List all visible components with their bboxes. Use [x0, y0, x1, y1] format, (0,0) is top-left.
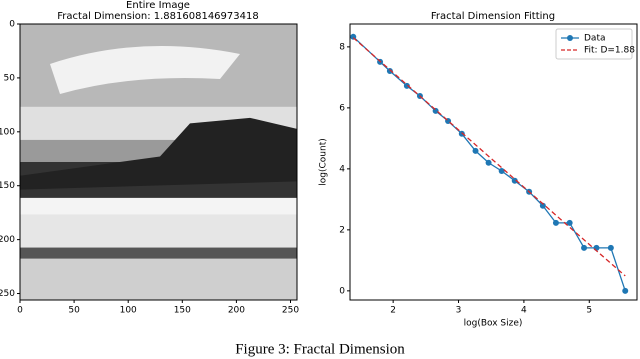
- data-point: [458, 130, 465, 137]
- image-region: [20, 247, 297, 260]
- image-region: [20, 197, 297, 215]
- x-tick-label: 3: [456, 306, 462, 316]
- x-tick-label: 2: [390, 306, 396, 316]
- y-tick-label: 0: [9, 20, 15, 30]
- data-point: [472, 147, 479, 154]
- data-point: [581, 244, 588, 251]
- x-tick-label: 0: [17, 306, 23, 316]
- legend-label: Fit: D=1.88: [584, 46, 635, 56]
- legend-label: Data: [584, 34, 606, 44]
- x-tick-label: 200: [228, 306, 245, 316]
- x-tick-label: 100: [120, 306, 137, 316]
- data-point: [552, 219, 559, 226]
- series-line: [352, 37, 626, 277]
- image-region: [20, 214, 297, 249]
- data-point: [622, 287, 629, 294]
- y-tick-label: 6: [339, 103, 345, 113]
- x-axis-label: log(Box Size): [464, 319, 523, 329]
- y-tick-label: 250: [0, 289, 15, 299]
- legend-box: [555, 28, 633, 60]
- plot-frame: [349, 23, 638, 301]
- x-tick-label: 250: [282, 306, 299, 316]
- data-point: [511, 177, 518, 184]
- data-point: [566, 219, 573, 226]
- y-tick-label: 4: [339, 164, 345, 174]
- y-tick-label: 200: [0, 235, 15, 245]
- x-tick-label: 150: [174, 306, 191, 316]
- data-point: [485, 159, 492, 166]
- y-tick-label: 0: [339, 286, 345, 296]
- image-title: Entire Image: [126, 0, 190, 11]
- plot-title: Fractal Dimension Fitting: [431, 11, 555, 22]
- image-region: [20, 258, 297, 301]
- image-trees: [20, 117, 297, 190]
- image-cloud: [50, 46, 240, 94]
- y-tick-label: 2: [339, 225, 345, 235]
- y-tick-label: 150: [0, 181, 15, 191]
- image: [20, 24, 297, 301]
- x-tick-label: 5: [586, 306, 592, 316]
- y-tick-label: 50: [4, 73, 16, 83]
- image-frame: [19, 23, 298, 301]
- y-axis-label: log(Count): [319, 138, 329, 185]
- x-tick-label: 50: [68, 306, 80, 316]
- legend-marker: [567, 35, 573, 41]
- data-point: [432, 107, 439, 114]
- data-point: [403, 82, 410, 89]
- caption: Figure 3: Fractal Dimension: [235, 341, 405, 357]
- y-tick-label: 100: [0, 127, 15, 137]
- data-point: [498, 167, 505, 174]
- x-tick-label: 4: [521, 306, 527, 316]
- data-point: [386, 67, 393, 74]
- data-point: [539, 202, 546, 209]
- y-tick-label: 8: [339, 42, 345, 52]
- image-subtitle: Fractal Dimension: 1.881608146973418: [57, 11, 258, 22]
- data-point: [607, 244, 614, 251]
